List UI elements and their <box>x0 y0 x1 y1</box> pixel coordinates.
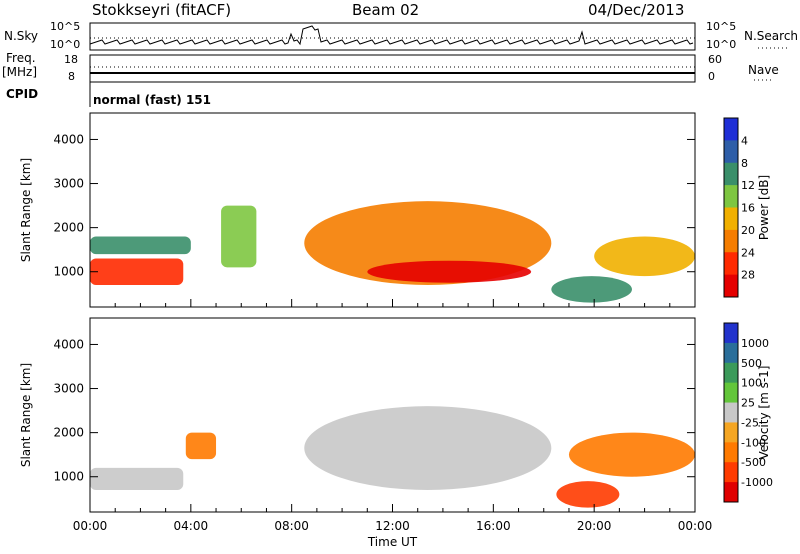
velocity-ytick-label-0: 1000 <box>53 470 84 484</box>
nave-tick-bottom: 0 <box>708 70 715 83</box>
freq-tick-top: 18 <box>64 53 78 66</box>
power-colorbar-seg-4 <box>724 207 738 231</box>
noise-tick-top-left: 10^5 <box>50 20 81 33</box>
velocity-colorbar-seg-6 <box>724 442 738 463</box>
nave-tick-top: 60 <box>708 53 722 66</box>
power-colorbar-tick-5: 24 <box>741 246 755 259</box>
velocity-colorbar-tick-1: 500 <box>741 357 762 370</box>
power-ytick-label-3: 4000 <box>53 132 84 146</box>
freq-label: Freq. <box>6 51 36 65</box>
power-colorbar-seg-0 <box>724 118 738 141</box>
velocity-colorbar-seg-8 <box>724 482 738 503</box>
power-colorbar-seg-6 <box>724 252 738 276</box>
power-region-2 <box>221 205 257 268</box>
xtick-label-1: 04:00 <box>174 519 209 533</box>
velocity-colorbar-frame <box>723 322 739 503</box>
power-colorbar-tick-0: 4 <box>741 134 748 147</box>
power-ytick-label-1: 2000 <box>53 221 84 235</box>
xtick-label-5: 20:00 <box>577 519 612 533</box>
velocity-ytick-label-2: 3000 <box>53 382 84 396</box>
power-region-1 <box>90 236 191 255</box>
power-colorbar-seg-3 <box>724 185 738 208</box>
power-colorbar-label: Power [dB] <box>757 175 771 240</box>
noise-panel-frame <box>89 22 696 51</box>
velocity-colorbar-seg-3 <box>724 382 738 404</box>
velocity-ylabel: Slant Range [km] <box>19 363 33 467</box>
freq-tick-bottom: 8 <box>68 70 75 83</box>
power-colorbar-tick-4: 20 <box>741 224 755 237</box>
xlabel: Time UT <box>367 535 418 549</box>
velocity-colorbar-tick-6: -500 <box>741 456 766 469</box>
nave-label: Nave <box>748 63 779 77</box>
power-colorbar-seg-2 <box>724 162 738 186</box>
velocity-colorbar-tick-4: -25 <box>741 416 759 429</box>
velocity-colorbar-seg-0 <box>724 323 738 344</box>
n-sky-label: N.Sky <box>4 29 39 43</box>
power-region-6 <box>594 236 695 277</box>
power-ylabel: Slant Range [km] <box>19 158 33 262</box>
power-region-5 <box>551 276 632 303</box>
power-colorbar-seg-7 <box>724 274 738 298</box>
noise-tick-bottom-right: 10^0 <box>706 38 737 51</box>
velocity-colorbar-seg-4 <box>724 402 738 423</box>
xtick-label-4: 16:00 <box>476 519 511 533</box>
cpid-value: normal (fast) 151 <box>93 93 211 107</box>
power-ytick-label-0: 1000 <box>53 265 84 279</box>
velocity-colorbar-tick-0: 1000 <box>741 337 769 350</box>
power-colorbar-seg-5 <box>724 229 738 253</box>
cpid-label: CPID <box>6 87 39 101</box>
velocity-colorbar-label: Velocity [m s-1] <box>757 366 771 460</box>
power-colorbar-frame <box>723 117 739 298</box>
xtick-label-3: 12:00 <box>375 519 410 533</box>
n-sky-trace <box>89 25 694 47</box>
velocity-region-1 <box>185 432 217 460</box>
xtick-label-0: 00:00 <box>73 519 108 533</box>
velocity-region-3 <box>556 481 620 508</box>
velocity-colorbar-tick-7: -1000 <box>741 476 773 489</box>
velocity-region-4 <box>568 432 696 477</box>
xtick-label-2: 08:00 <box>274 519 309 533</box>
power-region-4 <box>367 260 532 283</box>
power-colorbar-tick-6: 28 <box>741 269 755 282</box>
velocity-region-0 <box>90 467 184 490</box>
velocity-region-2 <box>304 406 552 490</box>
power-colorbar-tick-2: 12 <box>741 179 755 192</box>
station-title: Stokkseyri (fitACF) <box>92 1 232 19</box>
date-title: 04/Dec/2013 <box>588 1 685 19</box>
freq-panel-frame <box>89 54 696 83</box>
velocity-colorbar-tick-3: 25 <box>741 397 755 410</box>
noise-tick-bottom-left: 10^0 <box>50 38 81 51</box>
velocity-colorbar-seg-2 <box>724 362 738 384</box>
velocity-colorbar-tick-2: 100 <box>741 377 762 390</box>
velocity-colorbar-seg-1 <box>724 342 738 364</box>
power-colorbar-seg-1 <box>724 140 738 164</box>
velocity-ytick-label-1: 2000 <box>53 426 84 440</box>
xtick-label-6: 00:00 <box>678 519 713 533</box>
power-region-0 <box>90 258 184 285</box>
velocity-colorbar-seg-5 <box>724 422 738 443</box>
beam-title: Beam 02 <box>352 1 420 19</box>
n-search-label: N.Search <box>744 29 799 43</box>
velocity-ytick-label-3: 4000 <box>53 337 84 351</box>
power-colorbar-tick-1: 8 <box>741 157 748 170</box>
freq-unit-label: [MHz] <box>2 65 38 79</box>
velocity-colorbar-tick-5: -100 <box>741 436 766 449</box>
power-ytick-label-2: 3000 <box>53 177 84 191</box>
noise-tick-top-right: 10^5 <box>706 20 737 33</box>
power-colorbar-tick-3: 16 <box>741 202 755 215</box>
velocity-colorbar-seg-7 <box>724 462 738 483</box>
